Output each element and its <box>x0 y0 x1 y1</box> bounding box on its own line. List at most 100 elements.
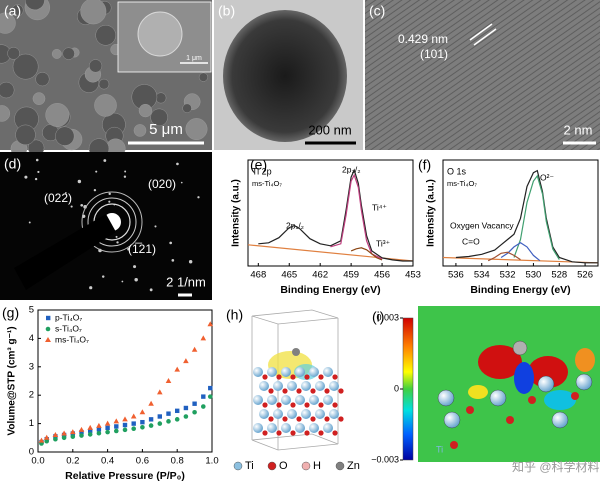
spot <box>176 162 179 166</box>
series-line <box>258 168 413 262</box>
marker <box>131 421 136 426</box>
atom <box>309 395 319 405</box>
atom <box>338 388 344 394</box>
atom <box>304 430 310 436</box>
atom <box>301 381 311 391</box>
marker <box>191 346 198 352</box>
legend-marker <box>267 461 277 471</box>
panel-label: (c) <box>369 3 385 19</box>
atom <box>295 367 305 377</box>
x-tick-label: 0.4 <box>101 456 114 467</box>
marker <box>139 409 146 415</box>
atom <box>273 381 283 391</box>
legend-label: Zn <box>347 460 360 472</box>
atom <box>268 416 274 422</box>
marker <box>105 425 110 431</box>
x-tick-label: 1.0 <box>205 456 218 467</box>
x-tick-label: 534 <box>474 270 490 281</box>
spot <box>123 175 127 178</box>
plot-frame <box>37 309 213 453</box>
spot <box>101 275 105 278</box>
atom <box>295 395 305 405</box>
chart-subtitle: ms-Ti₄O₇ <box>447 179 477 188</box>
x-tick-label: 459 <box>343 270 359 281</box>
atom <box>571 392 579 400</box>
spot <box>24 175 28 179</box>
spot <box>35 158 39 162</box>
marker <box>52 431 59 437</box>
atoms <box>253 348 344 436</box>
x-tick-label: 536 <box>448 270 464 281</box>
lobe <box>468 385 488 399</box>
x-tick-label: 532 <box>500 270 516 281</box>
atom <box>282 416 288 422</box>
atom <box>276 374 282 380</box>
particle <box>80 0 107 25</box>
atom <box>324 388 330 394</box>
colorbar-tick-label: 0 <box>394 383 399 393</box>
scale-label: 2 1/nm <box>166 274 206 289</box>
y-axis-label: Intensity (a.u.) <box>426 179 437 247</box>
atom <box>253 395 263 405</box>
legend-marker <box>45 337 51 342</box>
plot-frame <box>247 159 414 267</box>
legend-label: p-Ti₄O₇ <box>55 312 82 322</box>
atom <box>282 388 288 394</box>
marker <box>208 385 213 391</box>
atom <box>332 374 338 380</box>
spot <box>197 196 200 199</box>
legend: Ti O H Zn <box>233 460 360 472</box>
marker <box>183 358 189 364</box>
annotation: Ti³⁺ <box>376 238 391 248</box>
atom <box>323 395 333 405</box>
marker <box>122 416 128 422</box>
y-tick-label: 5 <box>29 305 34 316</box>
particle <box>150 108 168 127</box>
inset-particle <box>137 11 183 57</box>
marker <box>44 438 49 444</box>
chart-title: Ti 2p <box>252 166 272 176</box>
spot <box>180 181 183 184</box>
ring-label: (020) <box>148 177 176 191</box>
fringe-marker <box>473 28 497 46</box>
x-tick-label: 453 <box>405 270 421 281</box>
cell-edge <box>251 433 339 451</box>
panel-label: (f) <box>418 157 431 173</box>
legend-label: O <box>279 460 288 472</box>
marker <box>114 424 119 429</box>
atom <box>318 374 324 380</box>
marker <box>96 422 102 428</box>
x-tick-label: 462 <box>312 270 328 281</box>
legend-marker <box>45 326 51 332</box>
particle <box>11 4 24 17</box>
marker <box>78 426 85 432</box>
particle <box>95 25 116 46</box>
particle <box>45 103 70 127</box>
particle <box>138 103 153 118</box>
beam-stop <box>14 214 116 290</box>
atoms <box>437 340 593 449</box>
series-line <box>330 173 383 260</box>
spot <box>95 170 98 173</box>
atom <box>537 375 555 393</box>
marker <box>207 321 214 327</box>
atom <box>259 409 269 419</box>
atom <box>296 416 302 422</box>
atom <box>466 406 474 414</box>
x-axis-label: Binding Energy (eV) <box>470 284 570 296</box>
marker <box>43 434 50 440</box>
marker <box>183 405 189 411</box>
panel-label: (g) <box>2 305 19 321</box>
lobe <box>528 356 568 388</box>
atom <box>304 374 310 380</box>
marker <box>79 429 84 435</box>
marker <box>87 432 93 437</box>
atom <box>267 367 277 377</box>
x-tick-label: 528 <box>551 270 567 281</box>
marker <box>148 400 154 406</box>
series-line <box>455 169 598 264</box>
particle <box>0 81 15 99</box>
legend-label: Ti <box>245 460 254 472</box>
scale-label: 2 nm <box>564 122 593 137</box>
